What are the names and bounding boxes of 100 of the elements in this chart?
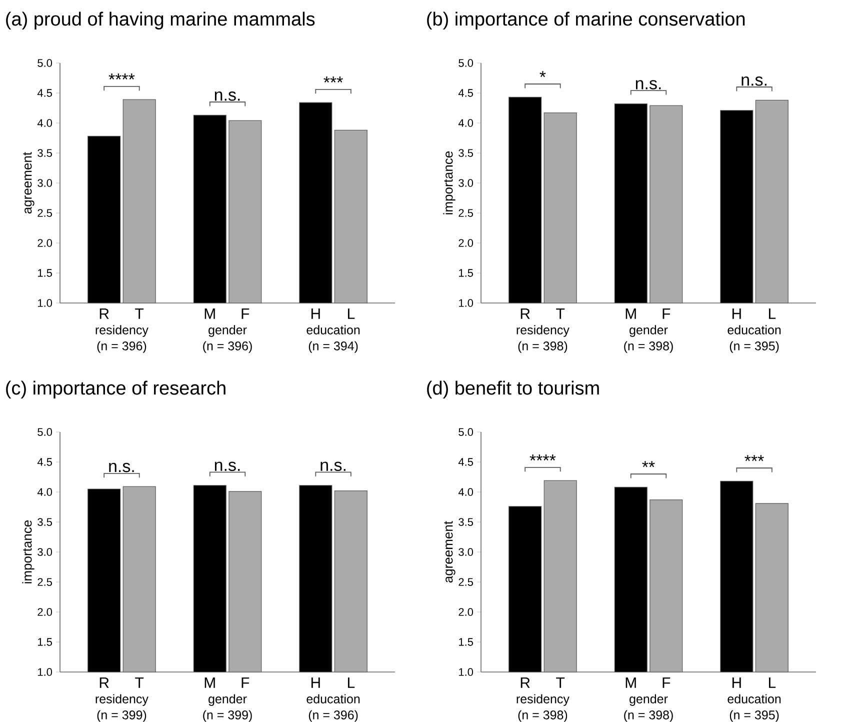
x-tick-label: M	[204, 308, 215, 319]
y-tick-label: 2.5	[38, 578, 52, 586]
x-tick-label: H	[311, 678, 320, 688]
y-tick-label: 1.5	[38, 638, 52, 646]
y-tick-label: 4.0	[458, 119, 474, 127]
annotation: ****	[530, 454, 556, 461]
y-tick-label: 4.0	[37, 119, 52, 127]
y-tick-label: 2.0	[458, 239, 474, 247]
y-tick-label: 1.0	[38, 299, 52, 307]
x-tick-label: F	[242, 678, 250, 688]
text: gender	[208, 694, 247, 706]
x-tick-label: F	[242, 308, 250, 319]
annotation: n.s.	[109, 462, 134, 472]
y-tick-label: 1.5	[38, 269, 52, 277]
y-tick-label: 3.5	[458, 518, 474, 526]
x-tick-label: T	[556, 308, 565, 319]
y-tick-label: 3.0	[458, 179, 474, 187]
x-tick-label: M	[626, 308, 636, 319]
y-tick-label: 1.5	[459, 269, 474, 277]
y-tick-label: 5.0	[38, 59, 52, 67]
x-tick-label: L	[348, 308, 355, 319]
x-tick-label: R	[520, 308, 530, 319]
x-tick-label: T	[556, 678, 565, 688]
y-tick-label: 2.5	[458, 578, 474, 586]
chart-title: (c) importance of research	[6, 380, 226, 399]
text: (n = 396)	[308, 710, 358, 722]
y-tick-label: 4.0	[458, 488, 474, 496]
y-tick-label: 4.5	[458, 458, 474, 466]
y-tick-label: 1.0	[459, 299, 474, 307]
text: (n = 398)	[624, 710, 673, 722]
text: (n = 398)	[518, 710, 568, 722]
y-tick-label: 1.0	[459, 668, 474, 676]
y-tick-label: 5.0	[458, 59, 474, 67]
x-tick-label: L	[348, 678, 355, 688]
y-tick-label: 4.5	[37, 89, 52, 97]
y-tick-label: 3.0	[38, 179, 52, 187]
text: (n = 399)	[203, 710, 252, 722]
text: gender	[208, 325, 247, 337]
y-axis-title: agreement	[444, 521, 456, 583]
y-tick-label: 2.5	[458, 209, 474, 217]
x-tick-label: R	[100, 308, 109, 319]
annotation: n.s.	[320, 462, 346, 472]
y-tick-label: 5.0	[458, 428, 474, 436]
x-tick-label: R	[100, 678, 109, 688]
text: education	[306, 694, 360, 704]
y-tick-label: 1.5	[459, 638, 474, 646]
y-tick-label: 2.5	[38, 209, 52, 217]
y-tick-label: 3.5	[38, 149, 52, 157]
x-tick-label: T	[135, 678, 144, 688]
annotation: n.s.	[636, 80, 661, 90]
text: residency	[96, 694, 148, 706]
chart-title: (d) benefit to tourism	[427, 380, 599, 399]
chart-title: (b) importance of marine conservation	[427, 12, 745, 30]
y-tick-label: 2.0	[38, 239, 52, 247]
x-tick-label: F	[662, 678, 670, 688]
x-tick-label: T	[135, 308, 144, 319]
annotation: ***	[744, 455, 764, 462]
x-tick-label: M	[626, 678, 636, 688]
y-tick-label: 4.5	[37, 458, 52, 466]
x-tick-label: F	[662, 308, 670, 319]
x-tick-label: L	[768, 678, 776, 688]
x-tick-label: H	[732, 308, 741, 319]
x-tick-label: H	[311, 308, 320, 319]
y-tick-label: 4.0	[37, 488, 52, 496]
text: education	[728, 325, 781, 334]
annotation: n.s.	[742, 76, 766, 86]
y-axis-title: importance	[443, 152, 456, 214]
text: (n = 396)	[97, 341, 146, 353]
x-tick-label: H	[732, 678, 741, 688]
annotation: ****	[108, 74, 135, 80]
chart-title: (a) proud of having marine mammals	[6, 12, 315, 30]
annotation: n.s.	[214, 462, 240, 472]
x-tick-label: M	[204, 678, 215, 688]
y-tick-label: 2.0	[38, 608, 52, 616]
x-tick-label: L	[768, 308, 776, 319]
text: (n = 396)	[203, 341, 252, 353]
x-tick-label: R	[520, 678, 530, 688]
text: (n = 398)	[624, 341, 673, 353]
text: gender	[630, 694, 668, 706]
y-tick-label: 3.0	[458, 548, 474, 556]
text: (n = 395)	[730, 341, 779, 353]
y-tick-label: 3.0	[38, 548, 52, 556]
annotation: n.s.	[214, 92, 240, 101]
y-tick-label: 1.0	[38, 668, 52, 676]
y-tick-label: 3.5	[458, 149, 474, 157]
text: (n = 395)	[730, 710, 779, 722]
y-tick-label: 4.5	[458, 89, 474, 97]
text: education	[728, 694, 781, 704]
y-tick-label: 5.0	[38, 428, 52, 436]
annotation: **	[642, 461, 655, 468]
y-axis-title: agreement	[23, 152, 34, 214]
text: (n = 398)	[518, 341, 568, 353]
text: (n = 399)	[97, 710, 146, 722]
text: residency	[516, 694, 570, 706]
y-tick-label: 3.5	[38, 518, 52, 526]
y-tick-label: 2.0	[458, 608, 474, 616]
text: (n = 394)	[308, 341, 358, 353]
annotation: *	[540, 71, 546, 78]
text: residency	[516, 325, 570, 337]
text: gender	[630, 325, 668, 337]
